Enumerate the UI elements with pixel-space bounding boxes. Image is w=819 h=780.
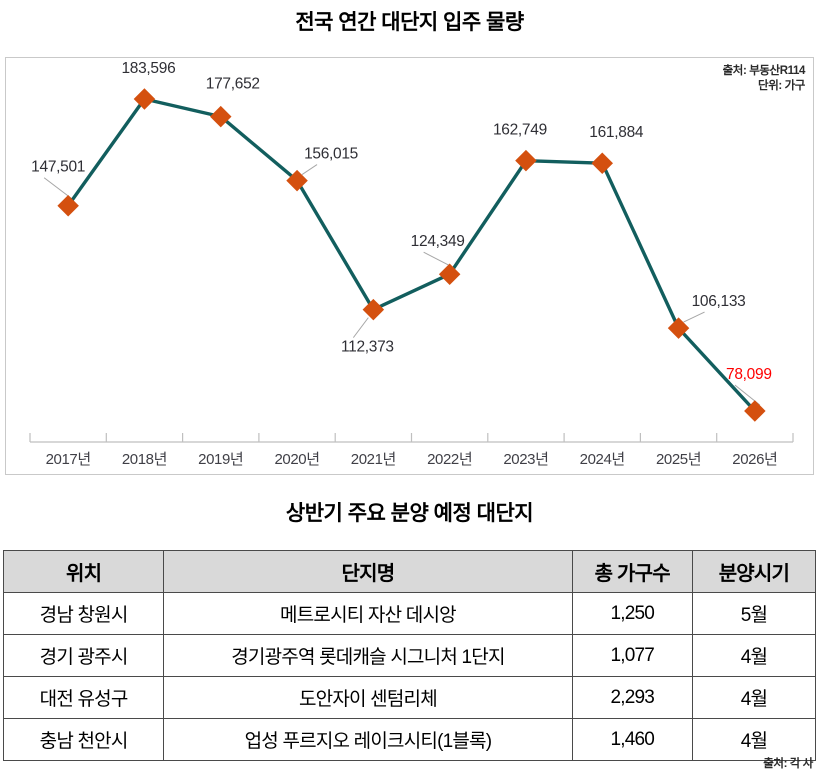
table-cell-complex: 업성 푸르지오 레이크시티(1블록)	[163, 718, 573, 761]
label-leader-line	[683, 311, 705, 323]
data-value-label: 124,349	[411, 233, 465, 250]
x-axis-tick-label: 2019년	[198, 451, 243, 468]
chart-panel: 출처: 부동산R114 단위: 가구 147,501 183,596 177,652…	[5, 57, 814, 475]
table-body: 경남 창원시 메트로시티 자산 데시앙 1,250 5월 경기 광주시 경기광주역 롯데캐…	[2, 592, 817, 761]
data-point-marker	[57, 195, 79, 217]
data-point-marker	[591, 152, 613, 174]
table-row: 경기 광주시 경기광주역 롯데캐슬 시그니처 1단지 1,077 4월	[2, 634, 817, 677]
table-row: 충남 천안시 업성 푸르지오 레이크시티(1블록) 1,460 4월	[2, 718, 817, 761]
table-cell-units: 1,460	[571, 718, 693, 761]
x-axis-tick-label: 2021년	[351, 451, 396, 468]
table-source-note: 출처: 각 사	[763, 758, 813, 770]
data-point-marker	[438, 263, 461, 285]
table-header-location: 위치	[2, 550, 165, 593]
series-line	[66, 97, 757, 413]
table-cell-complex: 경기광주역 롯데캐슬 시그니처 1단지	[163, 634, 573, 677]
data-value-label: 162,749	[493, 122, 547, 139]
chart-title: 전국 연간 대단지 입주 물량	[295, 11, 524, 34]
data-value-label: 177,652	[206, 76, 260, 93]
table-cell-units: 2,293	[571, 676, 693, 719]
table-cell-location: 경기 광주시	[2, 634, 165, 677]
data-point-marker	[744, 400, 766, 422]
table-cell-complex: 메트로시티 자산 데시앙	[163, 592, 573, 635]
data-value-label: 183,596	[121, 60, 175, 77]
table-cell-timing: 5월	[691, 592, 817, 635]
x-axis-tick-label: 2024년	[580, 451, 625, 468]
data-point-marker	[667, 317, 690, 339]
table-cell-complex: 도안자이 센텀리체	[163, 676, 573, 719]
table-cell-units: 1,250	[571, 592, 693, 635]
label-leader-line	[301, 164, 318, 175]
data-point-marker	[133, 88, 156, 110]
line-chart: 147,501 183,596 177,652 156,015 112,373 124,3…	[29, 60, 794, 468]
data-value-labels: 147,501 183,596 177,652 156,015 112,373 124,3…	[31, 60, 772, 383]
x-axis-tick-label: 2018년	[122, 451, 167, 468]
table-cell-timing: 4월	[691, 634, 817, 677]
x-axis-tick-label: 2025년	[656, 451, 701, 468]
data-point-marker	[286, 169, 308, 192]
data-point-markers	[57, 88, 766, 422]
table-header-row: 위치 단지명 총 가구수 분양시기	[2, 550, 817, 593]
table-title: 상반기 주요 분양 예정 대단지	[285, 502, 534, 525]
data-point-marker	[362, 298, 385, 321]
table-header-complex: 단지명	[163, 550, 573, 593]
data-point-marker	[515, 149, 537, 172]
x-axis	[29, 433, 794, 443]
table-header-timing: 분양시기	[691, 550, 817, 593]
chart-source-text: 출처: 부동산R114	[722, 65, 806, 77]
chart-source-note: 출처: 부동산R114 단위: 가구	[722, 64, 806, 94]
x-axis-tick-labels: 2017년 2018년 2019년 2020년 2021년 2022년 2023년 2024년…	[46, 451, 778, 468]
table-cell-location: 경남 창원시	[2, 592, 165, 635]
data-value-label: 78,099	[726, 366, 772, 383]
table-row: 대전 유성구 도안자이 센텀리체 2,293 4월	[2, 676, 817, 719]
table-cell-units: 1,077	[571, 634, 693, 677]
x-axis-tick-label: 2020년	[274, 451, 319, 468]
chart-unit-text: 단위: 가구	[758, 80, 805, 92]
table-cell-location: 충남 천안시	[2, 718, 165, 761]
data-value-label: 161,884	[589, 124, 644, 141]
data-value-label: 156,015	[304, 146, 358, 163]
x-axis-tick-label: 2023년	[503, 451, 548, 468]
data-value-label: 112,373	[341, 339, 394, 356]
table-row: 경남 창원시 메트로시티 자산 데시앙 1,250 5월	[2, 592, 817, 635]
x-axis-tick-label: 2022년	[427, 451, 472, 468]
x-axis-tick-label: 2026년	[732, 451, 777, 468]
label-leader-line	[352, 317, 369, 338]
table-cell-location: 대전 유성구	[2, 676, 165, 719]
table-cell-timing: 4월	[691, 718, 817, 761]
schedule-table: 위치 단지명 총 가구수 분양시기 경남 창원시 메트로시티 자산 데시앙 1,25…	[2, 550, 817, 761]
table-cell-timing: 4월	[691, 676, 817, 719]
data-value-label: 106,133	[692, 293, 746, 310]
label-leader-lines	[43, 164, 761, 406]
x-axis-tick-label: 2017년	[46, 451, 91, 468]
table-header-units: 총 가구수	[571, 550, 693, 593]
data-value-label: 147,501	[31, 159, 85, 176]
